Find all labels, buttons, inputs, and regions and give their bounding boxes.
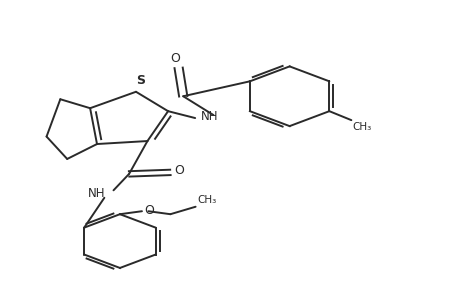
Text: CH₃: CH₃ <box>196 195 216 205</box>
Text: O: O <box>174 164 184 177</box>
Text: O: O <box>170 52 179 65</box>
Text: CH₃: CH₃ <box>352 122 371 132</box>
Text: NH: NH <box>88 187 105 200</box>
Text: NH: NH <box>200 110 218 123</box>
Text: S: S <box>136 74 145 87</box>
Text: O: O <box>144 203 154 217</box>
